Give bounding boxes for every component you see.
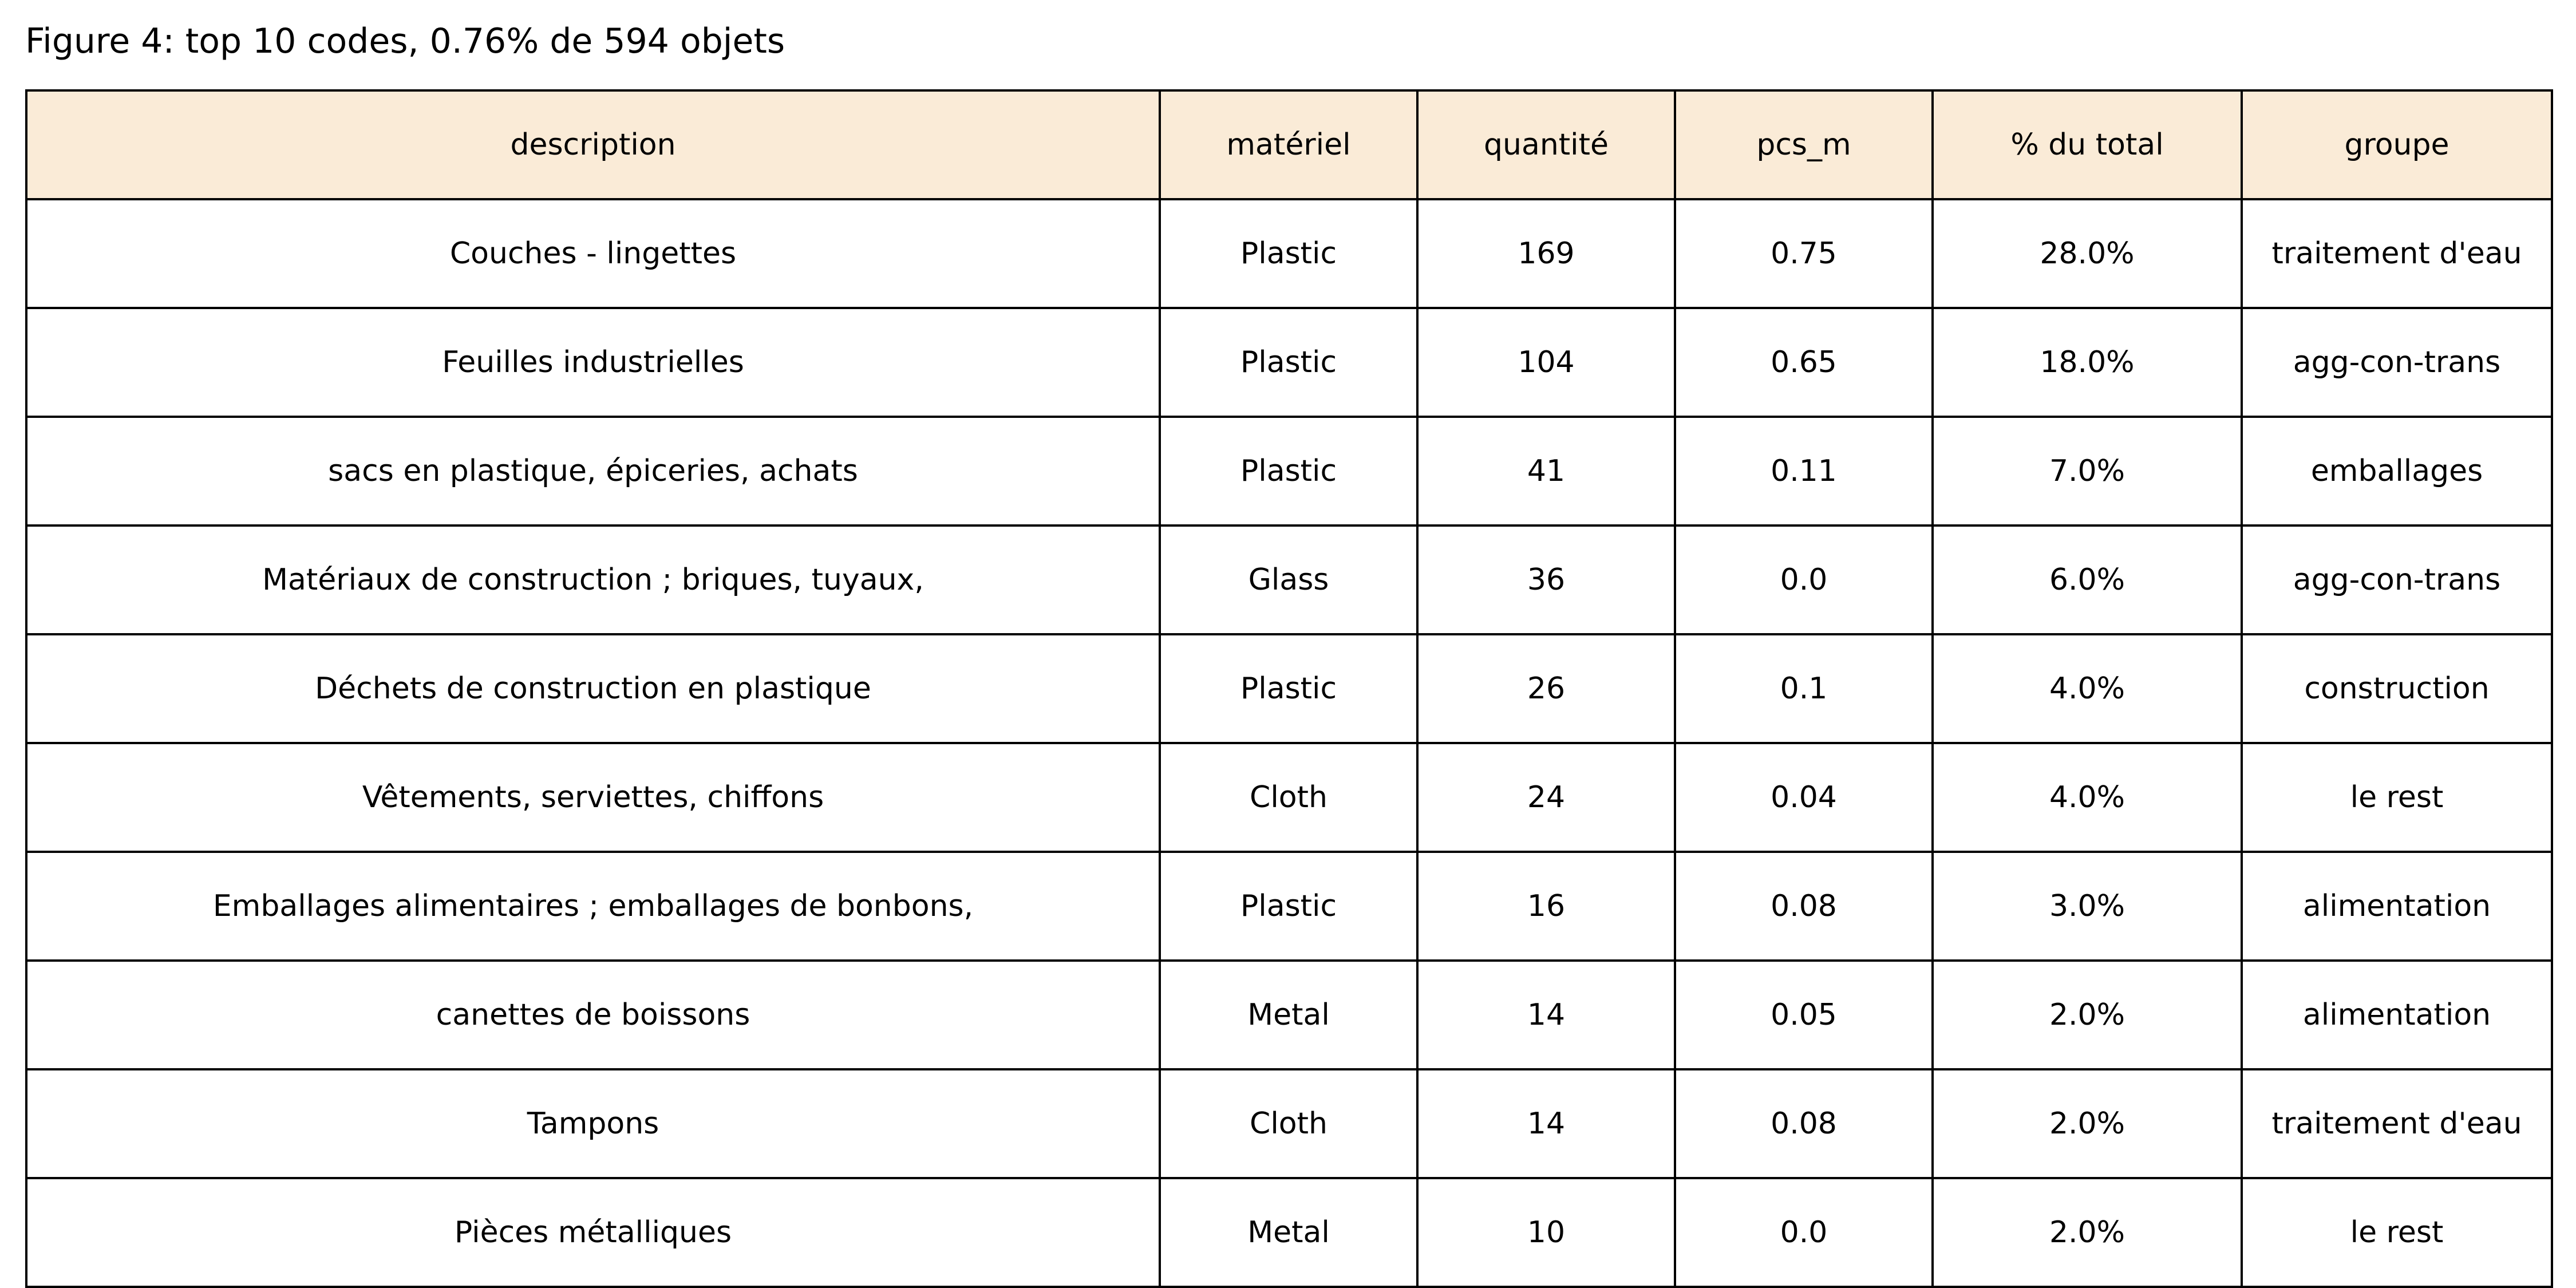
cell-description: Emballages alimentaires ; emballages de … [25,851,1161,962]
cell-pcs-m: 0.08 [1674,1068,1934,1179]
cell-pcs-m: 0.0 [1674,1177,1934,1288]
figure-title: Figure 4: top 10 codes, 0.76% de 594 obj… [25,21,785,61]
cell-pcs-m: 0.75 [1674,198,1934,309]
cell-pct-total: 4.0% [1931,742,2243,853]
cell-quantite: 10 [1416,1177,1676,1288]
cell-pct-total: 2.0% [1931,1068,2243,1179]
cell-pct-total: 7.0% [1931,416,2243,527]
cell-quantite: 14 [1416,1068,1676,1179]
cell-description: Feuilles industrielles [25,307,1161,418]
cell-quantite: 14 [1416,959,1676,1070]
cell-quantite: 16 [1416,851,1676,962]
cell-description: Matériaux de construction ; briques, tuy… [25,524,1161,635]
cell-materiel: Plastic [1159,198,1419,309]
cell-description: sacs en plastique, épiceries, achats [25,416,1161,527]
column-header-groupe: groupe [2241,89,2553,200]
cell-pct-total: 28.0% [1931,198,2243,309]
table-row: Couches - lingettes Plastic 169 0.75 28.… [25,198,2553,309]
column-header-materiel: matériel [1159,89,1419,200]
cell-pct-total: 6.0% [1931,524,2243,635]
cell-groupe: agg-con-trans [2241,307,2553,418]
cell-groupe: construction [2241,633,2553,744]
cell-pcs-m: 0.1 [1674,633,1934,744]
cell-materiel: Plastic [1159,633,1419,744]
cell-quantite: 24 [1416,742,1676,853]
column-header-pcs-m: pcs_m [1674,89,1934,200]
cell-quantite: 26 [1416,633,1676,744]
cell-groupe: traitement d'eau [2241,1068,2553,1179]
table-row: Matériaux de construction ; briques, tuy… [25,524,2553,635]
table-row: sacs en plastique, épiceries, achats Pla… [25,416,2553,527]
column-header-quantite: quantité [1416,89,1676,200]
cell-pcs-m: 0.11 [1674,416,1934,527]
cell-description: Couches - lingettes [25,198,1161,309]
cell-materiel: Plastic [1159,307,1419,418]
cell-groupe: alimentation [2241,959,2553,1070]
table-row: Emballages alimentaires ; emballages de … [25,851,2553,962]
cell-description: Pièces métalliques [25,1177,1161,1288]
cell-groupe: emballages [2241,416,2553,527]
table-row: Pièces métalliques Metal 10 0.0 2.0% le … [25,1177,2553,1288]
cell-materiel: Metal [1159,1177,1419,1288]
table-header-row: description matériel quantité pcs_m % du… [25,89,2553,200]
column-header-description: description [25,89,1161,200]
cell-pct-total: 2.0% [1931,959,2243,1070]
data-table-container: description matériel quantité pcs_m % du… [25,89,2553,1288]
cell-pct-total: 2.0% [1931,1177,2243,1288]
cell-materiel: Plastic [1159,851,1419,962]
table-row: Feuilles industrielles Plastic 104 0.65 … [25,307,2553,418]
cell-pct-total: 4.0% [1931,633,2243,744]
cell-pcs-m: 0.08 [1674,851,1934,962]
cell-description: Tampons [25,1068,1161,1179]
cell-pcs-m: 0.65 [1674,307,1934,418]
cell-pcs-m: 0.05 [1674,959,1934,1070]
cell-groupe: le rest [2241,742,2553,853]
table-row: Vêtements, serviettes, chiffons Cloth 24… [25,742,2553,853]
cell-groupe: le rest [2241,1177,2553,1288]
cell-materiel: Cloth [1159,1068,1419,1179]
cell-description: Vêtements, serviettes, chiffons [25,742,1161,853]
table-row: Déchets de construction en plastique Pla… [25,633,2553,744]
cell-groupe: agg-con-trans [2241,524,2553,635]
cell-quantite: 169 [1416,198,1676,309]
cell-materiel: Metal [1159,959,1419,1070]
cell-pct-total: 18.0% [1931,307,2243,418]
cell-quantite: 41 [1416,416,1676,527]
cell-groupe: traitement d'eau [2241,198,2553,309]
cell-description: Déchets de construction en plastique [25,633,1161,744]
cell-groupe: alimentation [2241,851,2553,962]
data-table: description matériel quantité pcs_m % du… [25,89,2553,1288]
column-header-pct-total: % du total [1931,89,2243,200]
cell-materiel: Cloth [1159,742,1419,853]
table-row: Tampons Cloth 14 0.08 2.0% traitement d'… [25,1068,2553,1179]
cell-quantite: 104 [1416,307,1676,418]
cell-pcs-m: 0.0 [1674,524,1934,635]
cell-pcs-m: 0.04 [1674,742,1934,853]
cell-materiel: Plastic [1159,416,1419,527]
cell-description: canettes de boissons [25,959,1161,1070]
cell-materiel: Glass [1159,524,1419,635]
cell-quantite: 36 [1416,524,1676,635]
table-row: canettes de boissons Metal 14 0.05 2.0% … [25,959,2553,1070]
cell-pct-total: 3.0% [1931,851,2243,962]
